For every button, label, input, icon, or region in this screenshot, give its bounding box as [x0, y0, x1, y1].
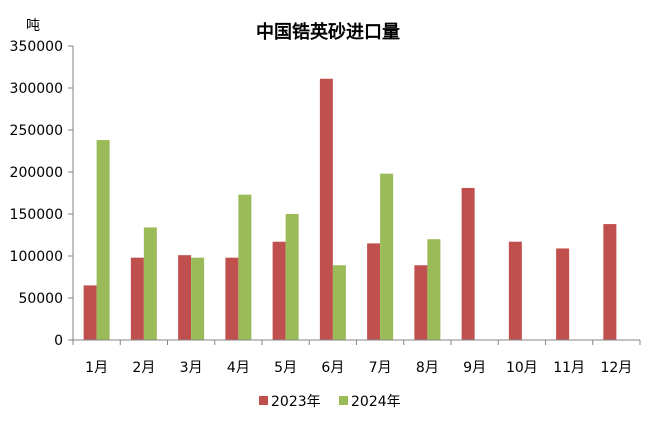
x-tick-label: 3月: [180, 360, 203, 376]
legend-label: 2024年: [351, 394, 401, 410]
y-tick-label: 350000: [10, 39, 63, 55]
y-tick-label: 300000: [10, 81, 63, 97]
x-tick-label: 12月: [600, 360, 632, 376]
legend-swatch: [339, 396, 348, 405]
bar-2024年-4月: [238, 194, 252, 340]
x-tick-label: 7月: [369, 360, 392, 376]
legend-label: 2023年: [271, 394, 321, 410]
bar-2024年-5月: [285, 214, 299, 340]
bar-2023年-11月: [556, 248, 570, 340]
bar-2024年-6月: [332, 265, 346, 340]
bar-2023年-10月: [508, 241, 522, 340]
x-tick-label: 1月: [85, 360, 108, 376]
x-tick-label: 8月: [416, 360, 439, 376]
x-tick-label: 5月: [274, 360, 297, 376]
y-tick-label: 250000: [10, 123, 63, 139]
x-tick-label: 4月: [227, 360, 250, 376]
bar-2023年-4月: [225, 257, 239, 340]
y-tick-label: 200000: [10, 165, 63, 181]
legend-swatch: [259, 396, 268, 405]
bar-2024年-7月: [380, 173, 394, 340]
x-tick-label: 6月: [321, 360, 344, 376]
x-axis-ticks: 1月 2月 3月 4月 5月 6月 7月 8月 9月 10月 11月 12月: [72, 340, 641, 376]
y-axis-ticks: 0 50000 100000 150000 200000 250000 300000 3500…: [10, 39, 73, 349]
bar-2024年-8月: [427, 239, 441, 340]
bar-2023年-1月: [83, 285, 97, 340]
bar-2023年-8月: [414, 265, 428, 340]
y-tick-label: 100000: [10, 249, 63, 265]
bar-2023年-9月: [461, 187, 475, 340]
y-axis-unit-label: 吨: [26, 18, 40, 34]
bar-2024年-1月: [96, 140, 110, 340]
x-tick-label: 11月: [553, 360, 585, 376]
legend: 2023年 2024年: [259, 394, 401, 410]
bar-2023年-6月: [319, 78, 333, 340]
bar-2023年-2月: [130, 257, 144, 340]
bars-group: [83, 78, 617, 340]
y-tick-label: 150000: [10, 207, 63, 223]
bar-2023年-3月: [178, 255, 192, 340]
y-tick-label: 0: [54, 333, 63, 349]
x-tick-label: 9月: [463, 360, 486, 376]
bar-2024年-3月: [191, 257, 205, 340]
y-tick-label: 50000: [18, 291, 63, 307]
bar-2023年-12月: [603, 224, 617, 340]
bar-2024年-2月: [143, 227, 157, 340]
bar-2023年-7月: [367, 243, 381, 340]
x-tick-label: 10月: [506, 360, 538, 376]
chart-title: 中国锆英砂进口量: [256, 21, 400, 43]
x-tick-label: 2月: [132, 360, 155, 376]
bar-2023年-5月: [272, 241, 286, 340]
